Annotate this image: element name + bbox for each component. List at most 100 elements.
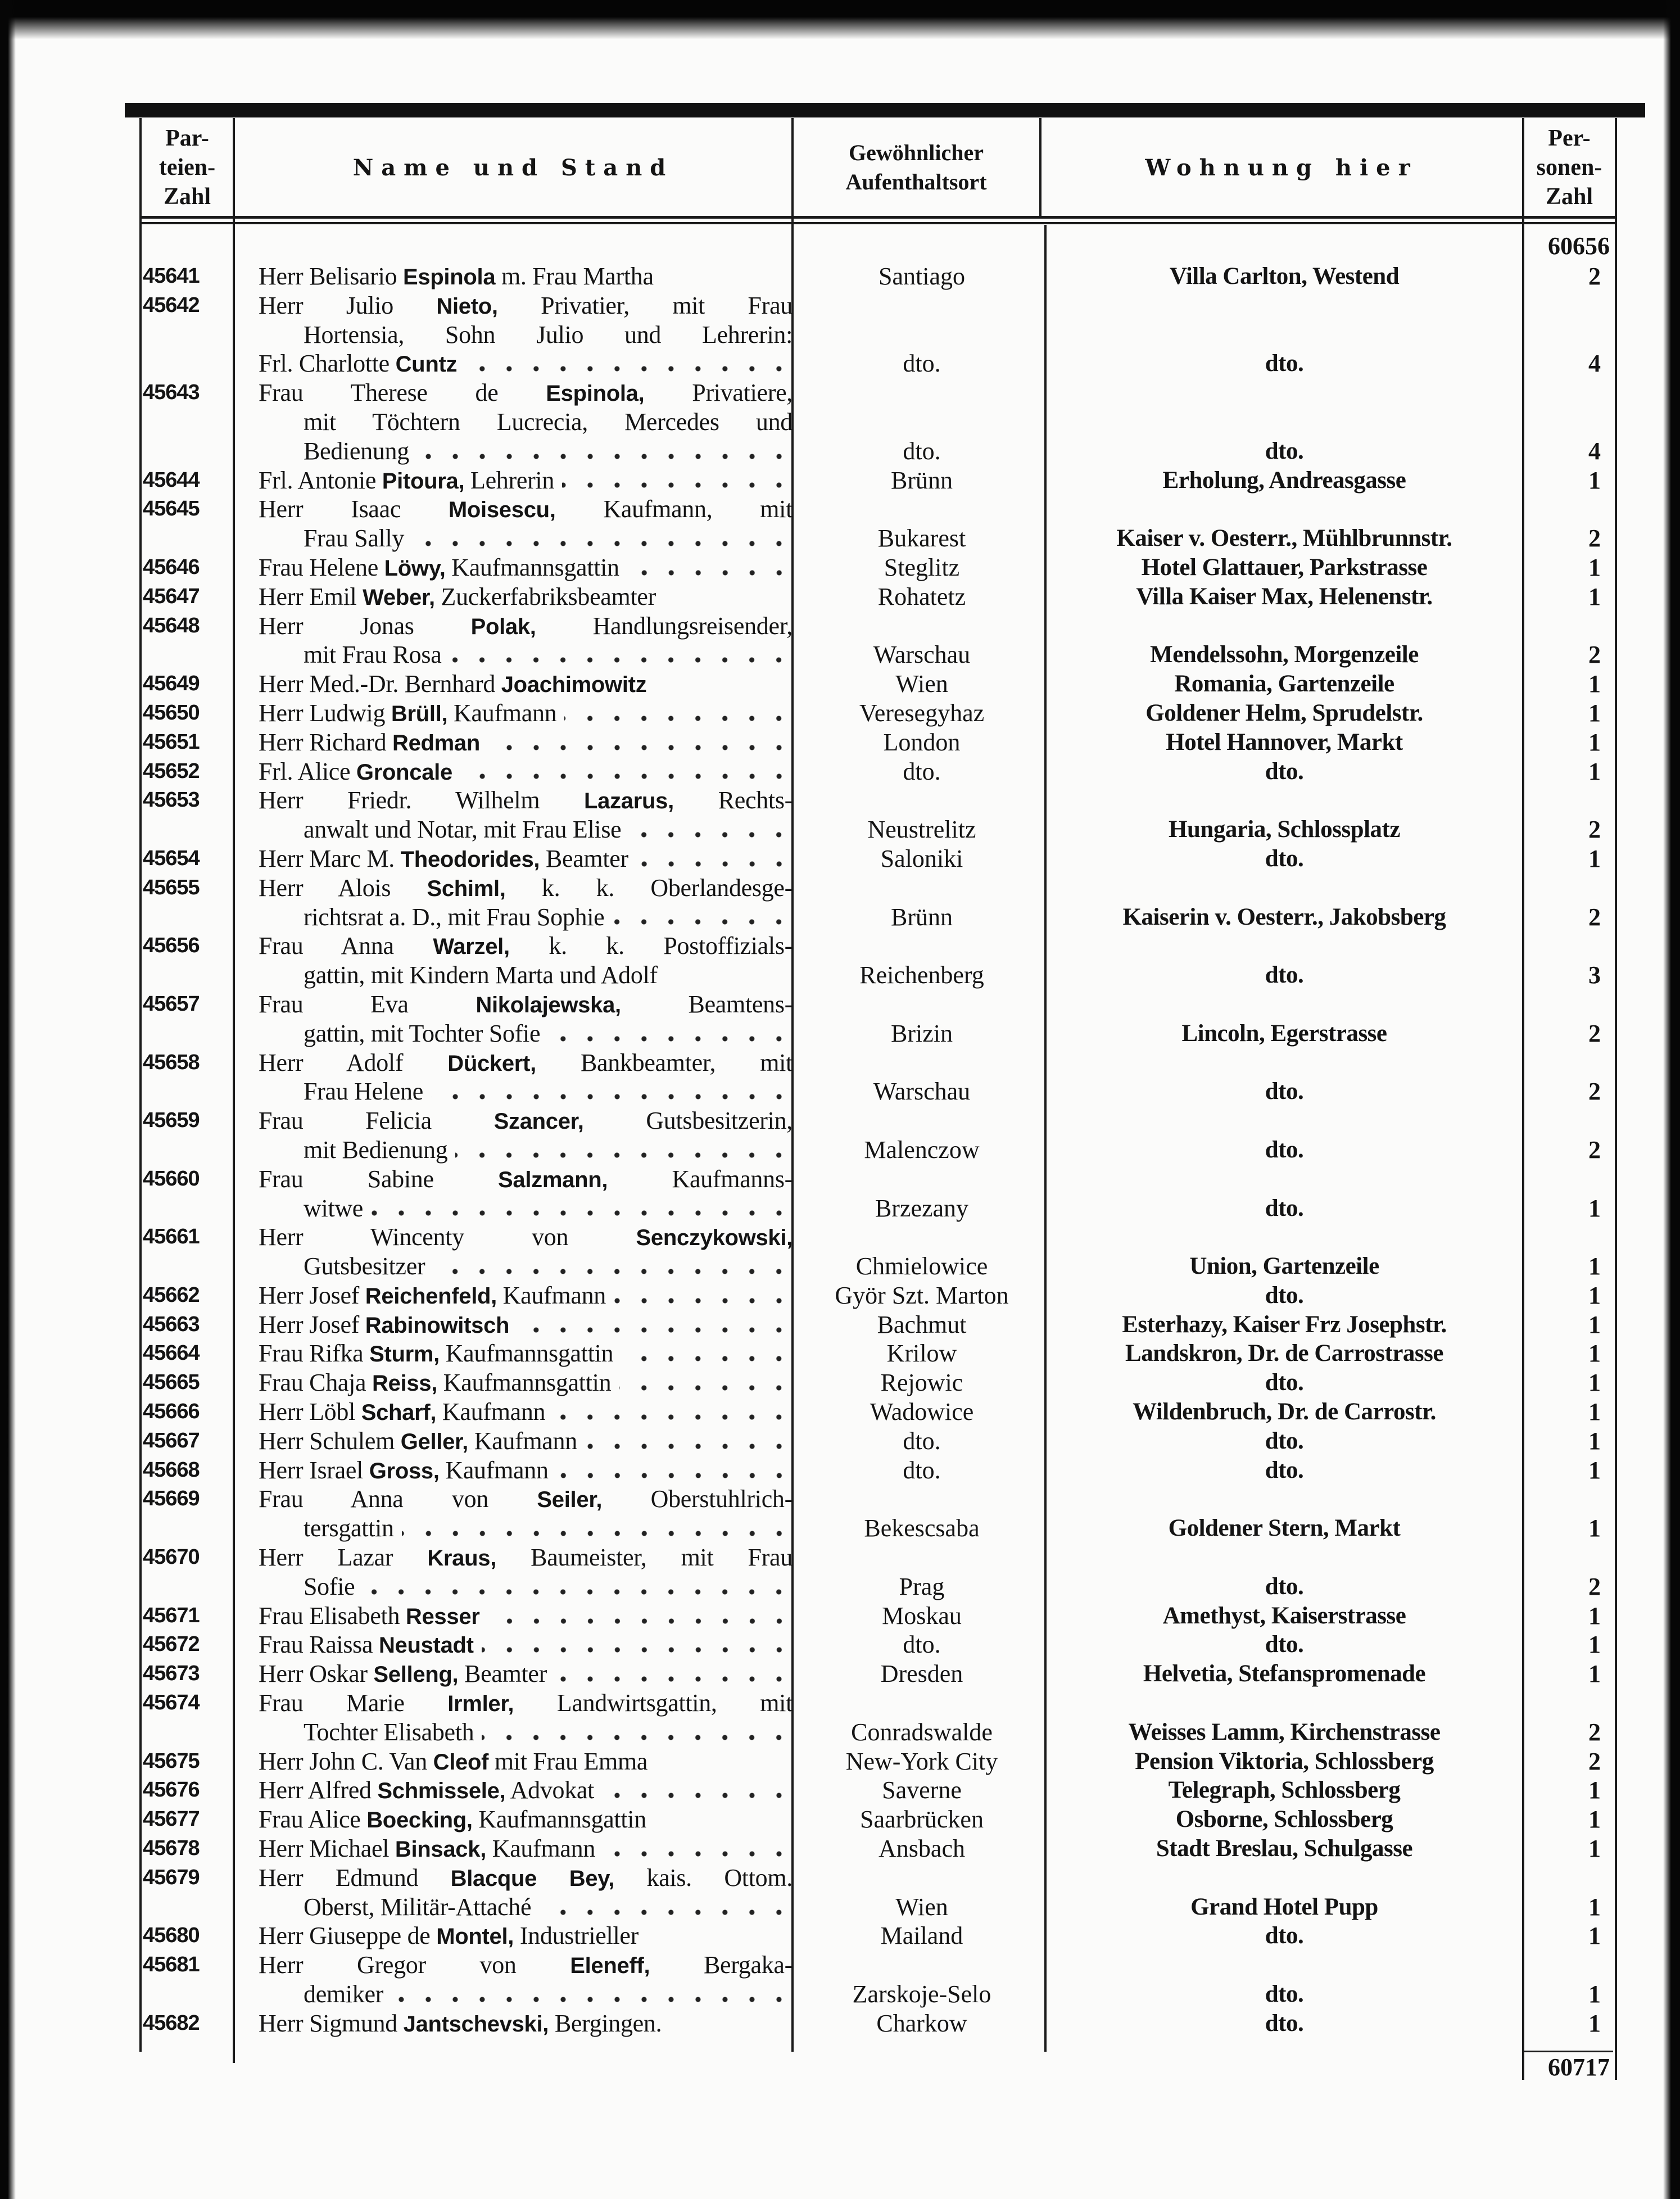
person-count: 1 (1588, 1281, 1601, 1309)
surname: Gross, (369, 1458, 440, 1483)
table-row: 45666 Herr Löbl Scharf, Kaufmann Wadowice W… (141, 1397, 1613, 1427)
name-line: Frau Anna Warzel, k. k. Postoffizials- (259, 931, 793, 961)
occupation-text: mit Frau Emma (488, 1747, 648, 1775)
person-count: 1 (1588, 553, 1601, 581)
name-line-text: Herr Belisario Espinola m. Frau Martha (259, 263, 654, 290)
given-name-text: mit Frau Rosa (304, 641, 442, 669)
given-name-text: mit Töchtern Lucrecia, Mercedes und (304, 408, 793, 436)
name-line: Herr Gregor von Eleneff, Bergaka- (259, 1951, 793, 1980)
surname: Brüll, (391, 701, 448, 726)
name-and-status: Frau Eva Nikolajewska, Beamtens-gattin, … (247, 990, 798, 1048)
name-line: Bedienung (259, 437, 793, 466)
surname: Resser (405, 1604, 480, 1629)
given-name-text: Tochter Elisabeth (304, 1718, 474, 1746)
table-row: 45654 Herr Marc M. Theodorides, Beamter Sa… (141, 844, 1613, 874)
table-row: 45643 Frau Therese de Espinola, Privatier… (141, 378, 1613, 465)
name-line-text: Frl. Antonie Pitoura, Lehrerin (259, 466, 554, 496)
surname: Kraus, (427, 1546, 497, 1571)
dot-leader (371, 1210, 793, 1217)
person-count: 1 (1588, 1806, 1601, 1834)
occupation-text: Oberstuhlrich- (602, 1485, 793, 1513)
party-number: 45667 (143, 1428, 200, 1453)
person-count: 2 (1588, 641, 1601, 669)
table-row: 45649 Herr Med.-Dr. Bernhard Joachimowitz… (141, 669, 1613, 699)
name-line-text: Herr Israel Gross, Kaufmann (259, 1456, 549, 1486)
person-count: 4 (1588, 437, 1601, 465)
surname: Joachimowitz (501, 672, 647, 698)
dot-leader (602, 1792, 793, 1799)
party-number: 45661 (143, 1225, 200, 1249)
given-name-text: Frau Chaja (259, 1369, 372, 1397)
occupation-text: Kaufmann, mit (555, 495, 793, 523)
party-number: 45679 (143, 1865, 200, 1889)
party-number: 45677 (143, 1807, 200, 1831)
dot-leader (627, 569, 793, 576)
local-residence: dto. (1265, 1456, 1304, 1483)
surname: Theodorides, (400, 847, 540, 872)
surname: Cuntz (395, 352, 458, 377)
local-residence: dto. (1265, 2010, 1304, 2037)
name-line-text: Herr Schulem Geller, Kaufmann (259, 1427, 577, 1457)
name-line-text: gattin, mit Tochter Sofie (304, 1019, 541, 1048)
name-and-status: Frau Anna Warzel, k. k. Postoffizials-ga… (247, 931, 798, 990)
surname: Polak, (470, 614, 536, 639)
name-line-text: Frl. Charlotte Cuntz (259, 349, 457, 379)
table-row: 45662 Herr Josef Reichenfeld, Kaufmann Gyö… (141, 1281, 1613, 1310)
surname: Löwy, (384, 555, 446, 581)
name-line: Frl. Antonie Pitoura, Lehrerin (259, 466, 793, 495)
usual-residence: New-York City (845, 1747, 998, 1775)
surname: Pitoura, (382, 468, 465, 494)
header-person-count: Per- sonen- Zahl (1536, 125, 1602, 210)
usual-residence: Warschau (873, 641, 971, 669)
name-line-text: Herr Löbl Scharf, Kaufmann (259, 1397, 546, 1428)
dot-leader (555, 1676, 793, 1683)
name-line: Frau Helene (259, 1077, 793, 1106)
table-border-right (1615, 118, 1617, 2080)
surname: Scharf, (361, 1400, 437, 1426)
name-line: Frau Anna von Seiler, Oberstuhlrich- (259, 1485, 793, 1514)
usual-residence: Bukarest (877, 524, 966, 553)
occupation-text: Handlungsreisender, (536, 612, 793, 640)
table-row: 45647 Herr Emil Weber, Zuckerfabriksbeamt… (141, 582, 1613, 612)
party-number: 45675 (143, 1749, 200, 1773)
name-line: Herr Adolf Dückert, Bankbeamter, mit (259, 1048, 793, 1078)
name-line: richtsrat a. D., mit Frau Sophie (259, 903, 793, 932)
party-number: 45681 (143, 1953, 200, 1977)
surname: Reiss, (372, 1371, 438, 1396)
party-number: 45669 (143, 1487, 200, 1511)
name-line-text: richtsrat a. D., mit Frau Sophie (304, 903, 605, 932)
name-and-status: Frau Sabine Salzmann, Kaufmanns-witwe (247, 1165, 798, 1223)
name-line: anwalt und Notar, mit Frau Elise (259, 815, 793, 844)
given-name-text: Herr Josef (259, 1310, 365, 1338)
given-name-text: Frau Sabine (259, 1165, 499, 1193)
column-divider (791, 118, 794, 2052)
usual-residence: dto. (903, 1631, 941, 1659)
occupation-text: Advokat (505, 1776, 595, 1804)
given-name-text: Frau Helene (259, 553, 384, 581)
local-residence: Romania, Gartenzeile (1174, 671, 1394, 698)
table-row: 45645 Herr Isaac Moisescu, Kaufmann, mit F… (141, 495, 1613, 553)
name-and-status: Herr Alois Schiml, k. k. Oberlandesge-ri… (247, 874, 798, 932)
person-count: 2 (1588, 816, 1601, 844)
given-name-text: Frau Rifka (259, 1340, 370, 1368)
name-line-text: Herr Emil Weber, Zuckerfabriksbeamter (259, 583, 656, 610)
name-line: Herr Isaac Moisescu, Kaufmann, mit (259, 495, 793, 524)
name-and-status: Herr Lazar Kraus, Baumeister, mit Frau So… (247, 1543, 798, 1601)
local-residence: Lincoln, Egerstrasse (1181, 1020, 1387, 1047)
occupation-text: Beamtens- (621, 990, 793, 1018)
local-residence: dto. (1265, 1136, 1304, 1163)
name-and-status: Frau Elisabeth Resser (247, 1601, 798, 1631)
given-name-text: anwalt und Notar, mit Frau Elise (304, 816, 622, 844)
surname: Groncale (356, 759, 452, 785)
name-line: demiker (259, 1980, 793, 2009)
table-row: 45671 Frau Elisabeth Resser Moskau Amethyst… (141, 1601, 1613, 1631)
dot-leader (433, 1268, 793, 1275)
table-row: 45676 Herr Alfred Schmissele, Advokat Save… (141, 1776, 1613, 1805)
name-line-text: gattin, mit Kindern Marta und Adolf (304, 961, 658, 989)
name-and-status: Frau Therese de Espinola, Privatiere, mit… (247, 378, 798, 465)
table-row: 45674 Frau Marie Irmler, Landwirtsgattin,… (141, 1689, 1613, 1747)
dot-leader (562, 482, 793, 489)
name-and-status: Frau Marie Irmler, Landwirtsgattin, mit T… (247, 1689, 798, 1747)
table-row: 45661 Herr Wincenty von Senczykowski, Guts… (141, 1223, 1613, 1281)
column-divider (1039, 118, 1041, 216)
